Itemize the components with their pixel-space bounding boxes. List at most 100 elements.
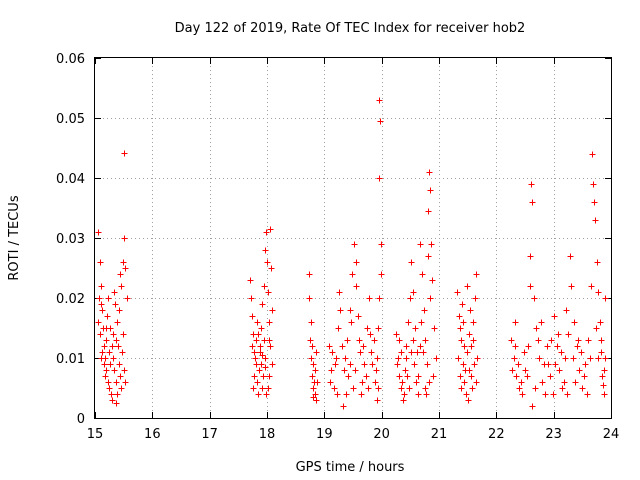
data-point [326,343,333,350]
data-point [428,241,435,248]
data-point [103,367,110,374]
data-point [365,385,372,392]
data-point [414,349,421,356]
data-point [249,343,256,350]
data-point [422,385,429,392]
data-point [103,337,110,344]
data-point [120,331,127,338]
data-point [347,361,354,368]
data-point [103,325,110,332]
data-point [430,373,437,380]
data-point [350,385,357,392]
data-point [253,337,260,344]
data-point [564,391,571,398]
data-point [595,289,602,296]
data-point [529,403,536,410]
data-point [459,301,466,308]
data-point [550,391,557,398]
data-point [431,325,438,332]
data-point [251,349,258,356]
data-point [399,379,406,386]
data-point [462,367,469,374]
data-point [417,343,424,350]
data-point [412,325,419,332]
data-point [410,337,417,344]
data-point [105,379,112,386]
data-point [572,379,579,386]
data-point [592,217,599,224]
data-point [374,397,381,404]
data-point [403,343,410,350]
data-point [98,283,105,290]
data-point [518,379,525,386]
data-point [252,355,259,362]
data-point [378,271,385,278]
data-point [598,349,605,356]
data-point [105,295,112,302]
data-point [98,355,105,362]
data-point [401,391,408,398]
data-point [363,373,370,380]
data-point [255,331,262,338]
data-point [345,373,352,380]
data-point [589,151,596,158]
data-point [547,373,554,380]
data-point [117,271,124,278]
data-point [112,301,119,308]
data-point [454,289,461,296]
data-point [581,373,588,380]
data-point [310,385,317,392]
data-point [308,355,315,362]
data-point [313,349,320,356]
data-point [426,169,433,176]
data-point [109,397,116,404]
data-point [109,343,116,350]
data-point [262,364,269,371]
data-point [472,295,479,302]
data-point [551,313,558,320]
y-axis-label: ROTI / TECUs [7,195,22,280]
data-point [516,385,523,392]
x-tick-label: 19 [316,427,333,442]
data-point [369,361,376,368]
data-point [458,385,465,392]
y-tick-label: 0.02 [56,292,85,307]
x-tick-label: 22 [488,427,505,442]
data-point [421,307,428,314]
data-point [406,385,413,392]
data-point [599,373,606,380]
data-point [113,337,120,344]
data-point [353,259,360,266]
data-point [366,295,373,302]
data-point [535,337,542,344]
data-point [122,379,129,386]
data-point [415,391,422,398]
data-point [558,349,565,356]
data-point [266,319,273,326]
data-point [374,355,381,362]
data-point [95,319,102,326]
data-point [265,385,272,392]
data-point [574,343,581,350]
data-point [591,199,598,206]
data-point [98,301,105,308]
data-point [555,331,562,338]
data-point [473,271,480,278]
data-point [593,325,600,332]
data-point [257,343,264,350]
y-tick-label: 0.05 [56,112,85,127]
data-point [262,247,269,254]
data-point [578,349,585,356]
x-tick-label: 17 [201,427,218,442]
data-point [548,337,555,344]
data-point [559,385,566,392]
data-point [600,382,607,389]
data-point [342,355,349,362]
data-point [460,361,467,368]
data-point [118,283,125,290]
data-point [259,385,266,392]
data-point [102,373,109,380]
data-point [404,373,411,380]
y-tick-label: 0.03 [56,232,85,247]
